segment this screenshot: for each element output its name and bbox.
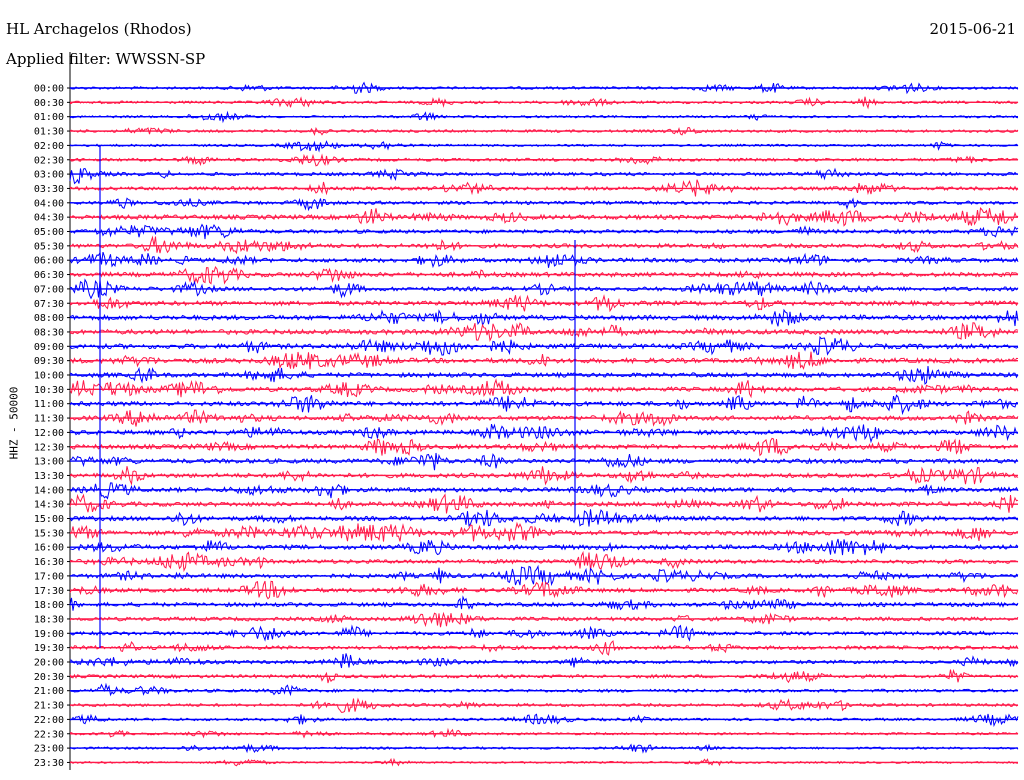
row-time-label: 02:00 — [34, 141, 64, 152]
row-time-label: 00:30 — [34, 98, 64, 109]
row-time-label: 17:30 — [34, 586, 64, 597]
row-time-label: 15:30 — [34, 528, 64, 539]
row-time-label: 20:30 — [34, 672, 64, 683]
seismic-trace-row — [69, 351, 1019, 370]
seismic-trace-row — [69, 493, 1019, 514]
row-time-label: 18:30 — [34, 614, 64, 625]
row-time-label: 02:30 — [34, 155, 64, 166]
row-time-label: 13:00 — [34, 457, 64, 468]
seismic-trace-row — [69, 235, 1019, 255]
row-time-label: 07:00 — [34, 284, 64, 295]
seismic-trace-row — [69, 394, 1019, 416]
row-time-label: 03:00 — [34, 170, 64, 181]
row-time-label: 06:30 — [34, 270, 64, 281]
row-time-label: 10:30 — [34, 385, 64, 396]
seismic-trace-row — [69, 266, 1019, 285]
row-time-label: 16:30 — [34, 557, 64, 568]
row-time-label: 12:00 — [34, 428, 64, 439]
row-time-label: 19:00 — [34, 629, 64, 640]
seismic-trace-row — [69, 153, 1019, 167]
row-time-label: 23:00 — [34, 744, 64, 755]
row-time-label: 11:30 — [34, 414, 64, 425]
filter-label: Applied filter: WWSSN-SP — [6, 50, 206, 68]
row-time-label: 09:00 — [34, 342, 64, 353]
row-time-label: 17:00 — [34, 571, 64, 582]
row-time-label: 01:00 — [34, 112, 64, 123]
row-time-label: 21:00 — [34, 686, 64, 697]
row-time-label: 00:00 — [34, 84, 64, 95]
seismic-trace-row — [69, 197, 1019, 212]
row-time-label: 10:00 — [34, 371, 64, 382]
row-time-label: 04:00 — [34, 198, 64, 209]
station-title: HL Archagelos (Rhodos) — [6, 20, 192, 38]
row-time-label: 23:30 — [34, 758, 64, 769]
row-time-label: 03:30 — [34, 184, 64, 195]
row-time-label: 20:00 — [34, 658, 64, 669]
seismic-trace-row — [69, 509, 1019, 527]
seismic-trace-row — [69, 140, 1019, 153]
row-time-label: 04:30 — [34, 213, 64, 224]
row-time-label: 08:30 — [34, 327, 64, 338]
row-time-label: 19:30 — [34, 643, 64, 654]
row-time-label: 15:00 — [34, 514, 64, 525]
seismic-trace-row — [69, 682, 1019, 697]
row-time-label: 06:00 — [34, 256, 64, 267]
seismic-trace-row — [69, 167, 1019, 185]
row-time-label: 18:00 — [34, 600, 64, 611]
seismic-trace-row — [69, 611, 1019, 628]
row-time-label: 14:30 — [34, 500, 64, 511]
row-time-label: 01:30 — [34, 127, 64, 138]
seismic-trace-row — [69, 423, 1019, 444]
row-time-label: 16:00 — [34, 543, 64, 554]
seismic-trace-row — [69, 308, 1019, 327]
date-label: 2015-06-21 — [929, 20, 1016, 38]
row-time-label: 12:30 — [34, 442, 64, 453]
seismic-trace-row — [69, 482, 1019, 500]
row-time-label: 05:00 — [34, 227, 64, 238]
row-time-label: 22:00 — [34, 715, 64, 726]
row-time-label: 14:00 — [34, 485, 64, 496]
row-time-label: 13:30 — [34, 471, 64, 482]
row-time-label: 07:30 — [34, 299, 64, 310]
row-time-label: 08:00 — [34, 313, 64, 324]
row-time-label: 22:30 — [34, 729, 64, 740]
row-time-label: 21:30 — [34, 701, 64, 712]
row-time-label: 09:30 — [34, 356, 64, 367]
seismic-trace-row — [69, 653, 1019, 669]
row-time-label: 05:30 — [34, 241, 64, 252]
seismic-trace-row — [69, 378, 1019, 399]
row-time-label: 11:00 — [34, 399, 64, 410]
